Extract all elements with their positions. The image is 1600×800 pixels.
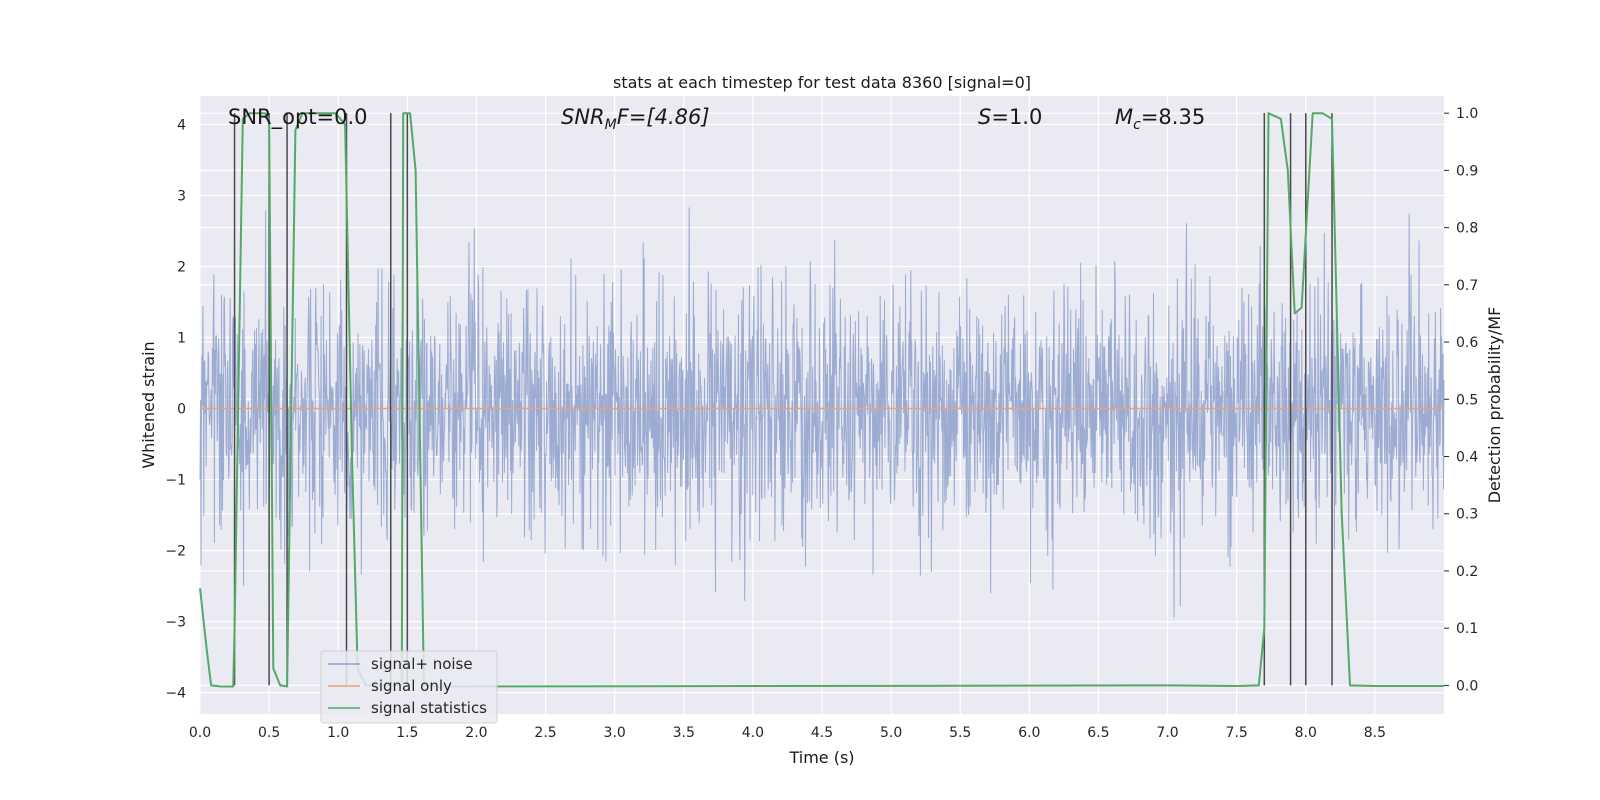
x-tick-label: 6.0 [1018,725,1040,741]
signal-statistics-series [199,112,1444,688]
legend: signal+ noise signal only signal statist… [320,650,498,724]
x-tick-label: 1.5 [396,725,418,741]
x-tick-label: 8.0 [1295,725,1317,741]
x-tick-label: 0.5 [258,725,280,741]
mc-tail: =8.35 [1141,105,1205,129]
x-tick-label: 4.5 [811,725,833,741]
y-tick-label: −2 [165,544,186,560]
snr-mf-tail: F=[4.86] [617,105,710,129]
y2-tick-label: 0.9 [1456,163,1478,179]
x-tick-label: 0.0 [189,725,211,741]
y2-tick-label: 0.2 [1456,564,1478,580]
x-tick-label: 1.0 [327,725,349,741]
y-tick-label: −4 [165,686,186,702]
s-tail: =1.0 [991,105,1042,129]
legend-label-signal-statistics: signal statistics [371,699,487,717]
y2-tick-label: 0.7 [1456,278,1478,294]
x-tick-label: 7.5 [1226,725,1248,741]
y2-axis-ticks: 1.0 0.9 0.8 0.7 0.6 0.5 0.4 0.3 0.2 0.1 0.0 [1444,106,1478,694]
y2-tick-label: 0.8 [1456,221,1478,237]
x-axis-ticks: 0.0 0.5 1.0 1.5 2.0 2.5 3.0 3.5 4.0 4.5 5.0 5.5 6.0 6… [189,725,1386,741]
y2-tick-label: 0.4 [1456,450,1478,466]
y2-axis-label: Detection probability/MF [1485,307,1504,504]
y2-tick-label: 0.1 [1456,621,1478,637]
mc-sub: c [1133,117,1141,133]
legend-box [320,650,498,724]
snr-mf-annotation: SNRMF=[4.86] [561,105,710,133]
x-tick-label: 7.0 [1156,725,1178,741]
y-tick-label: −1 [165,473,186,489]
x-tick-label: 6.5 [1087,725,1109,741]
x-tick-label: 2.0 [465,725,487,741]
snr-mf-sub: M [605,117,617,133]
x-tick-label: 8.5 [1364,725,1386,741]
s-main: S [978,105,991,129]
y-axis-label: Whitened strain [139,341,158,468]
x-tick-label: 4.0 [742,725,764,741]
x-tick-label: 3.5 [673,725,695,741]
signal-statistics-line [199,112,1444,688]
y-tick-label: 4 [177,117,186,133]
s-annotation: S=1.0 [978,105,1042,129]
mc-annotation: Mc=8.35 [1115,105,1205,133]
mc-main: M [1115,105,1133,129]
x-tick-label: 3.0 [604,725,626,741]
chart-title: stats at each timestep for test data 836… [613,73,1031,92]
y-tick-label: −3 [165,615,186,631]
x-axis-label: Time (s) [788,748,854,767]
y2-tick-label: 0.6 [1456,335,1478,351]
legend-label-signal-noise: signal+ noise [371,655,473,673]
x-tick-label: 5.5 [949,725,971,741]
y-tick-label: 3 [177,188,186,204]
y-tick-label: 2 [177,259,186,275]
y2-tick-label: 0.5 [1456,392,1478,408]
y-axis-ticks: 4 3 2 1 0 −1 −2 −3 −4 [165,117,186,701]
x-tick-label: 5.0 [880,725,902,741]
y2-tick-label: 0.3 [1456,507,1478,523]
y-tick-label: 0 [177,402,186,418]
y-tick-label: 1 [177,331,186,347]
y2-tick-label: 1.0 [1456,106,1478,122]
legend-label-signal-only: signal only [371,677,452,695]
snr-mf-main: SNR [561,105,605,129]
snr-opt-annotation: SNR_opt=0.0 [228,105,368,130]
x-tick-label: 2.5 [534,725,556,741]
y2-tick-label: 0.0 [1456,678,1478,694]
